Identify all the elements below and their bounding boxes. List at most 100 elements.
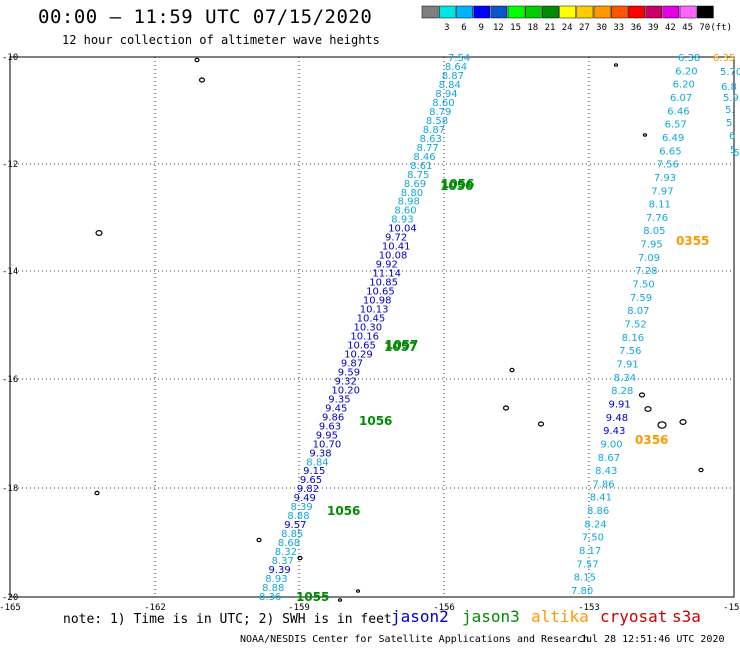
swh-value-left-track: 8.64 [445,62,467,73]
scale-label: 12 [493,23,504,33]
generated-timestamp: Jul 28 12:51:46 UTC 2020 [580,634,725,645]
swh-value-left-track: 9.72 [385,233,407,244]
island-outline [94,490,100,496]
swh-value-left-track: 10.45 [357,314,386,325]
swh-value-right-track: 8.24 [584,519,606,530]
scale-swatch [490,5,508,19]
swh-value-left-track: 8.87 [423,125,445,136]
scale-label: 15 [510,23,521,33]
swh-value-right-track: 6.38 [678,53,700,64]
scale-label: 36 [631,23,642,33]
swh-value-right-track: 6.20 [673,80,695,91]
scale-swatch [559,5,577,19]
pass-time-label: 0356 [635,433,668,447]
scale-label: 6 [461,23,466,33]
scale-swatch [628,5,645,19]
swh-value-left-track: 8.94 [435,89,457,100]
swh-value-left-track: 8.77 [417,143,439,154]
swh-value-left-track: 9.63 [319,421,341,432]
swh-value-right-track: 9.43 [603,426,625,437]
swh-value-left-track: 8.88 [287,511,309,522]
scale-label: 70 [699,23,710,33]
swh-value-left-track: 10.13 [360,305,389,316]
scale-swatch [679,5,697,19]
map-title: 00:00 – 11:59 UTC 07/15/2020 [38,6,373,28]
swh-value-left-track: 9.86 [322,412,344,423]
swh-value-left-track: 9.57 [284,520,306,531]
swh-value-left-track: 9.38 [309,448,331,459]
swh-value-right-track: 7.97 [651,186,673,197]
swh-value-left-track: 10.16 [350,332,379,343]
swh-value-left-track: 8.84 [439,80,461,91]
swh-value-left-track: 8.80 [401,188,423,199]
swh-value-right-track: 8.15 [574,573,596,584]
swh-value-right-track: 7.95 [641,240,663,251]
lon-label: -159 [288,603,310,613]
lat-label: -20 [2,593,18,603]
lat-label: -10 [2,53,18,63]
swh-value-edge-track: 6 [733,148,739,159]
scale-swatch [576,5,594,19]
island-outline [502,405,510,411]
scale-label: 24 [562,23,573,33]
swh-value-edge-track: 6.8 [721,82,737,93]
swh-value-right-track: 8.41 [590,493,612,504]
swh-value-left-track: 8.46 [413,152,435,163]
swh-value-right-track: 7.52 [625,320,647,331]
swh-value-right-track: 8.17 [579,546,601,557]
island-outline [355,589,361,593]
scale-swatch [473,5,491,19]
swh-value-left-track: 8.39 [291,502,313,513]
island-outline [256,537,262,543]
swh-value-right-track: 8.16 [622,333,644,344]
swh-value-right-track: 8.05 [643,226,665,237]
lon-label: -162 [144,603,166,613]
swh-value-left-track: 8.93 [391,215,413,226]
scale-swatch [610,5,628,19]
swh-value-edge-track: 6.35 [713,53,735,64]
island-outline [95,230,103,237]
swh-value-left-track: 10.85 [369,278,398,289]
swh-value-right-track: 9.48 [606,413,628,424]
swh-value-right-track: 6.49 [662,133,684,144]
swh-value-left-track: 9.45 [325,403,347,414]
lat-lon-grid [9,56,735,598]
swh-value-left-track: 10.98 [363,296,392,307]
swh-value-left-track: 9.92 [376,260,398,271]
swh-value-right-track: 9.00 [600,439,622,450]
swh-value-left-track: 8.87 [442,71,464,82]
island-outline [297,555,303,561]
swh-value-left-track: 8.84 [306,457,328,468]
swh-value-left-track: 9.39 [269,565,291,576]
satellite-legend-altika: altika [531,607,589,626]
swh-value-right-track: 9.91 [609,399,631,410]
scale-swatch [542,5,559,19]
swh-value-edge-track: 6 [729,131,735,142]
swh-value-left-track: 10.30 [354,323,383,334]
swh-value-right-track: 7.56 [619,346,641,357]
swh-value-left-track: 8.36 [259,592,281,603]
scale-swatch [524,5,542,19]
lon-label: -153 [578,603,600,613]
island-outlines [94,57,704,602]
scale-label: 21 [545,23,556,33]
swh-value-right-track: 6.46 [667,106,689,117]
island-outline [679,419,687,426]
scale-swatch [593,5,611,19]
swh-value-right-track: 8.86 [587,506,609,517]
scale-label: 39 [648,23,659,33]
scale-swatch [438,5,456,19]
satellite-tracks: 7.548.648.878.848.948.608.798.588.878.63… [259,53,740,604]
swh-value-left-track: 10.20 [331,385,360,396]
island-outline [194,57,200,63]
island-outline [537,421,545,427]
island-outline [698,467,704,473]
satellite-legend-jason2: jason2 [391,607,449,626]
island-outline [638,392,646,398]
satellite-legend-jason3: jason3 [462,607,520,626]
lat-label: -12 [2,160,18,170]
swh-value-left-track: 8.63 [420,134,442,145]
scale-unit: (ft) [710,23,732,33]
island-outline [642,133,648,137]
